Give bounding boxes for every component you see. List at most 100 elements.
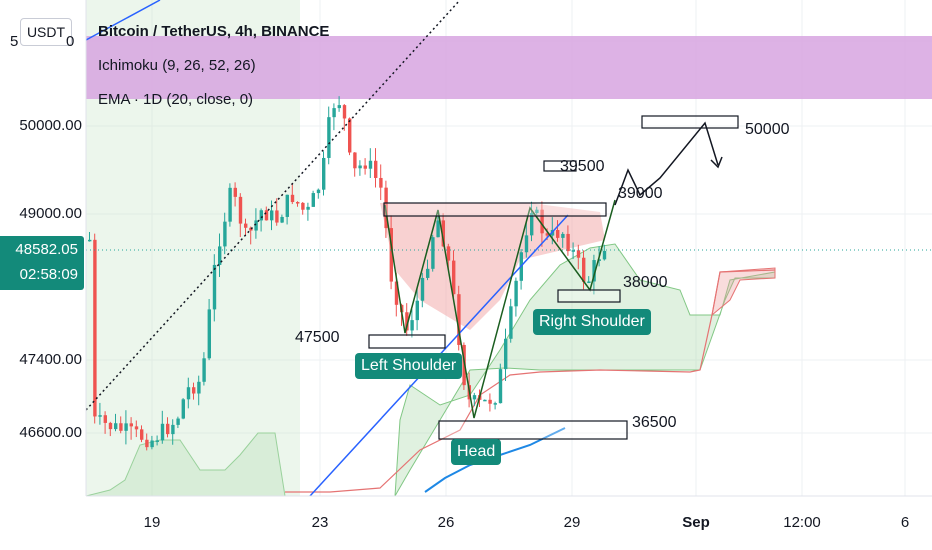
candle-body <box>363 165 367 169</box>
candle-body <box>374 160 378 178</box>
candle-body <box>140 429 144 440</box>
indicator-ema[interactable]: EMA · 1D (20, close, 0) <box>98 91 254 108</box>
candle-body <box>114 423 118 430</box>
ichimoku-cloud-green-left <box>86 0 300 496</box>
candle-body <box>483 399 487 402</box>
candle-body <box>218 246 222 265</box>
candle-body <box>597 259 601 261</box>
box-head[interactable] <box>438 420 628 440</box>
candle-body <box>306 206 310 210</box>
candle-body <box>415 300 419 321</box>
candle-body <box>160 423 165 441</box>
candle-body <box>290 194 295 203</box>
candle-body <box>441 220 445 247</box>
candle-body <box>186 387 191 400</box>
candle-body <box>270 210 274 221</box>
candle-body <box>358 165 362 169</box>
level-50000-label: 50000 <box>745 121 790 138</box>
candle-body <box>327 117 331 158</box>
time-label-sep: Sep <box>682 514 710 531</box>
level-36500-label: 36500 <box>632 414 677 431</box>
candle-body <box>587 281 591 283</box>
candle-body <box>368 160 373 169</box>
head-badge[interactable]: Head <box>451 439 502 465</box>
left-shoulder-badge[interactable]: Left Shoulder <box>355 353 463 379</box>
candle-body <box>602 250 607 260</box>
candle-body <box>259 210 263 221</box>
trendline-blue-top[interactable] <box>85 0 161 41</box>
candle-body <box>545 233 549 236</box>
candle-body <box>420 277 425 301</box>
candle-body <box>176 418 180 425</box>
current-price-tag <box>0 236 84 290</box>
candle-body <box>103 415 107 423</box>
candle-body <box>254 220 258 231</box>
candle-body <box>311 193 315 207</box>
time-label-6: 6 <box>900 514 910 531</box>
candle-body <box>353 152 357 169</box>
level-39000-label: 39000 <box>618 185 663 202</box>
price-label-47400: 47400.00 <box>19 351 82 368</box>
candle-body <box>514 280 518 307</box>
candle-body <box>342 105 347 119</box>
candle-body <box>379 177 383 188</box>
time-label-29: 29 <box>563 514 581 531</box>
candle-body <box>155 440 159 442</box>
candle-body <box>436 220 440 238</box>
indicator-ichimoku[interactable]: Ichimoku (9, 26, 52, 26) <box>98 57 256 74</box>
candle-body <box>452 260 456 295</box>
highlight-band <box>86 36 932 99</box>
candle-body <box>244 223 248 228</box>
candle-body <box>285 194 289 217</box>
candle-body <box>540 209 544 234</box>
time-label-26: 26 <box>437 514 455 531</box>
candle-body <box>405 312 409 331</box>
candle-body <box>348 118 352 153</box>
ichimoku-cloud-green <box>86 432 286 496</box>
projection-path[interactable] <box>614 121 719 206</box>
candle-body <box>561 233 565 238</box>
candle-body <box>145 439 149 448</box>
candle-body <box>457 294 461 345</box>
level-38000-label: 38000 <box>623 274 668 291</box>
candle-body <box>316 189 321 194</box>
candle-body <box>108 422 113 430</box>
candle-body <box>446 246 451 261</box>
candle-body <box>119 423 123 431</box>
candle-body <box>582 257 586 282</box>
candle-body <box>171 424 175 435</box>
ichimoku-span-b <box>285 269 776 493</box>
candle-body <box>233 187 237 197</box>
candle-body <box>322 157 326 190</box>
currency-button[interactable]: USDT <box>20 18 72 46</box>
right-shoulder-badge[interactable]: Right Shoulder <box>533 309 651 335</box>
candle-body <box>337 105 341 109</box>
candle-body <box>207 309 211 359</box>
candle-body <box>228 187 232 222</box>
candle-body <box>488 399 492 404</box>
price-label-top-left: 5 <box>10 33 19 50</box>
candle-body <box>426 268 430 278</box>
price-label-46600: 46600.00 <box>19 424 82 441</box>
box-39500[interactable] <box>543 160 577 172</box>
candle-body <box>134 426 139 430</box>
box-left-shoulder[interactable] <box>368 334 446 349</box>
box-neckline[interactable] <box>383 202 607 217</box>
candle-body <box>504 338 508 370</box>
candle-body <box>410 320 414 331</box>
price-label-top-right: 0 <box>66 33 75 50</box>
box-50000[interactable] <box>641 115 739 129</box>
candle-body <box>332 108 336 118</box>
candle-body <box>576 250 581 258</box>
candle-body <box>197 381 201 394</box>
candle-body <box>150 440 154 448</box>
countdown-timer: 02:58:09 <box>19 266 78 283</box>
candle-body <box>202 358 206 382</box>
box-right-shoulder[interactable] <box>557 289 621 303</box>
candle-body <box>275 210 279 223</box>
candle-body <box>212 264 217 310</box>
candle-body <box>556 230 560 238</box>
symbol-title[interactable]: Bitcoin / TetherUS, 4h, BINANCE <box>98 23 330 40</box>
